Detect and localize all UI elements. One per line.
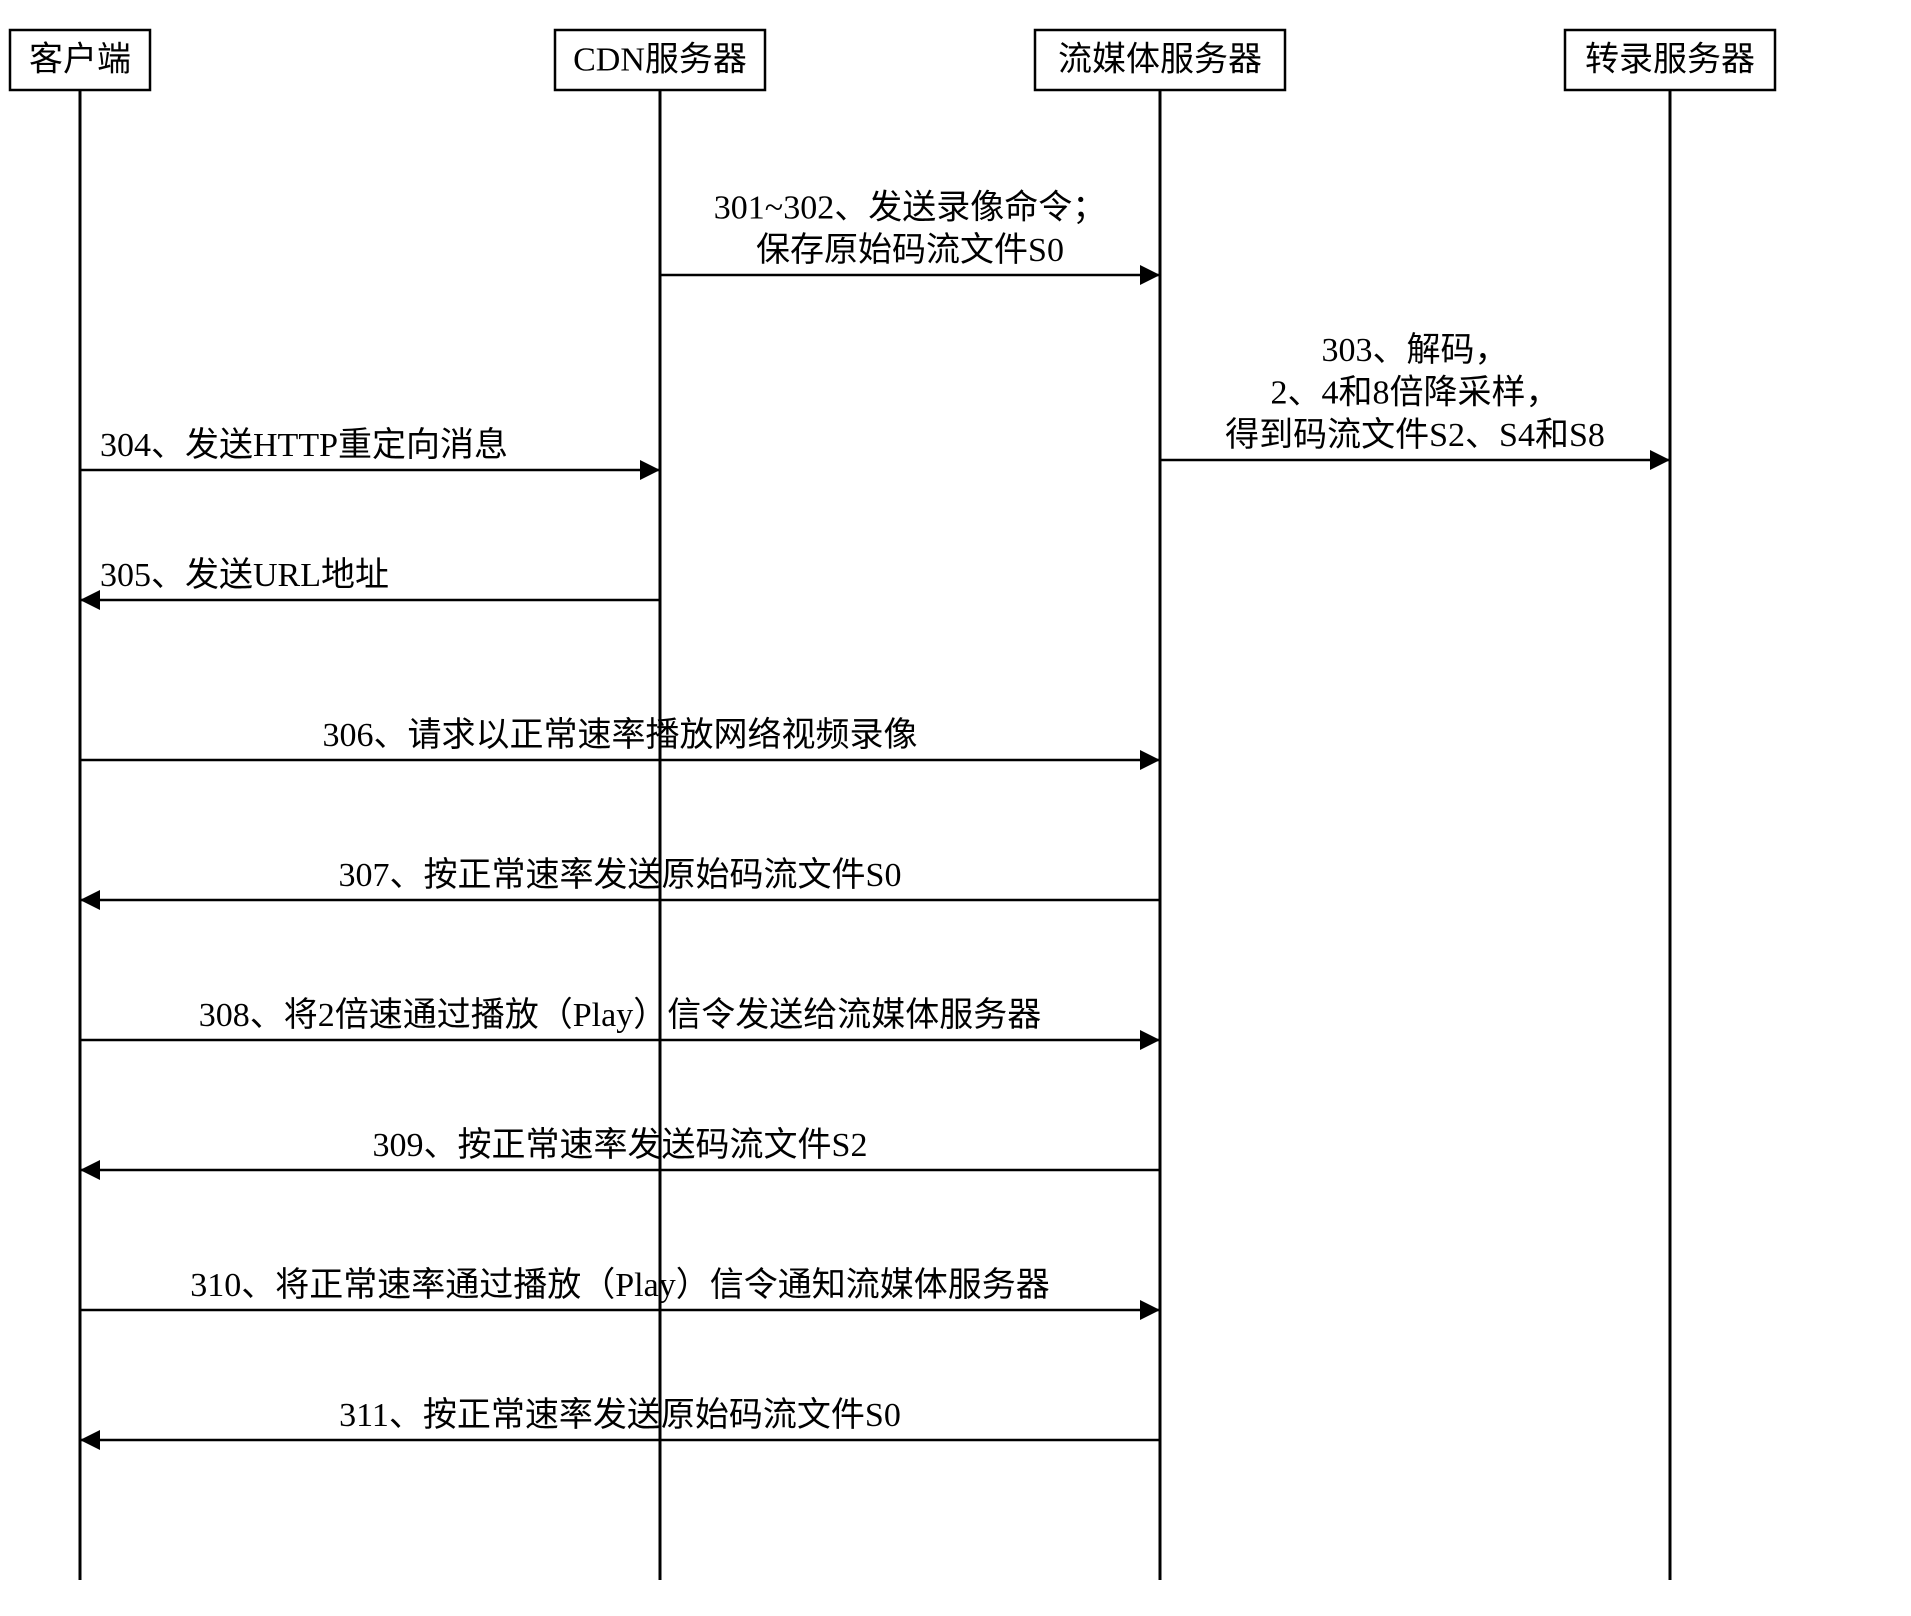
message-label-0-0: 301~302、发送录像命令；	[714, 189, 1106, 227]
message-label-1-1: 2、4和8倍降采样，	[1271, 374, 1560, 412]
message-label-4-0: 306、请求以正常速率播放网络视频录像	[323, 716, 918, 754]
message-arrowhead-3	[80, 590, 100, 610]
sequence-diagram: 客户端 CDN服务器 流媒体服务器 转录服务器 301~302、发送录像命令； 保存原始码…	[0, 0, 1911, 1616]
message-label-0-1: 保存原始码流文件S0	[756, 231, 1064, 269]
message-label-3-0: 305、发送URL地址	[100, 556, 389, 594]
message-arrowhead-4	[1140, 750, 1160, 770]
actor-label-transcode: 转录服务器	[1585, 41, 1755, 79]
message-arrowhead-1	[1650, 450, 1670, 470]
message-arrowhead-9	[80, 1430, 100, 1450]
message-label-2-0: 304、发送HTTP重定向消息	[100, 426, 508, 464]
actor-label-client: 客户端	[29, 41, 131, 79]
message-label-7-0: 309、按正常速率发送码流文件S2	[373, 1126, 868, 1164]
actor-label-streaming: 流媒体服务器	[1058, 41, 1262, 79]
message-arrowhead-6	[1140, 1030, 1160, 1050]
message-label-6-0: 308、将2倍速通过播放（Play）信令发送给流媒体服务器	[199, 996, 1041, 1034]
message-arrowhead-2	[640, 460, 660, 480]
message-arrowhead-0	[1140, 265, 1160, 285]
message-label-5-0: 307、按正常速率发送原始码流文件S0	[339, 856, 902, 894]
message-label-8-0: 310、将正常速率通过播放（Play）信令通知流媒体服务器	[190, 1266, 1049, 1304]
message-arrowhead-7	[80, 1160, 100, 1180]
message-label-9-0: 311、按正常速率发送原始码流文件S0	[339, 1396, 901, 1434]
message-label-1-2: 得到码流文件S2、S4和S8	[1225, 416, 1605, 454]
message-arrowhead-5	[80, 890, 100, 910]
actor-label-cdn: CDN服务器	[573, 41, 747, 79]
message-arrowhead-8	[1140, 1300, 1160, 1320]
message-label-1-0: 303、解码，	[1322, 331, 1509, 369]
